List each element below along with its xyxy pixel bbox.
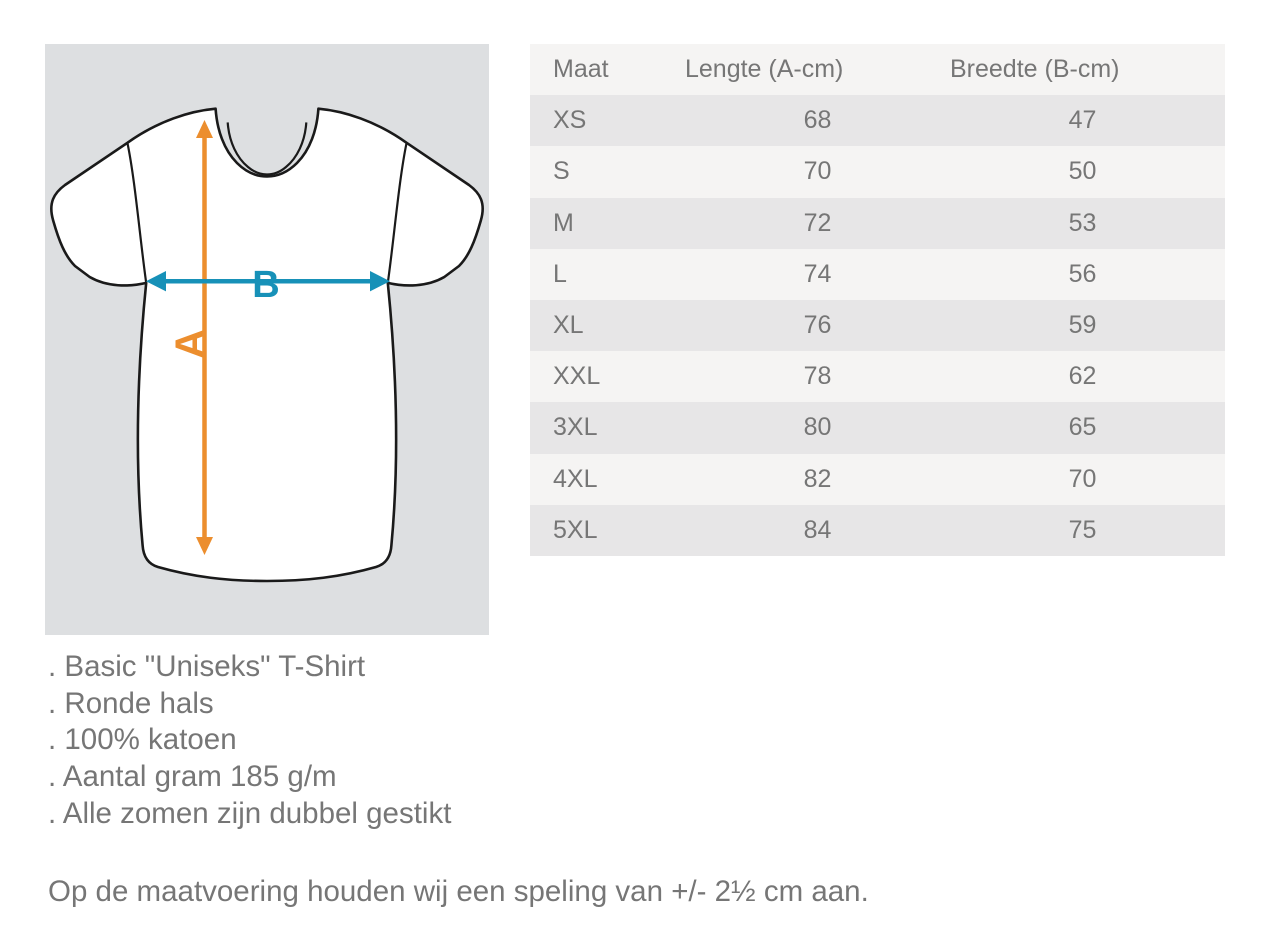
svg-text:A: A bbox=[167, 329, 214, 359]
svg-text:B: B bbox=[252, 264, 279, 306]
